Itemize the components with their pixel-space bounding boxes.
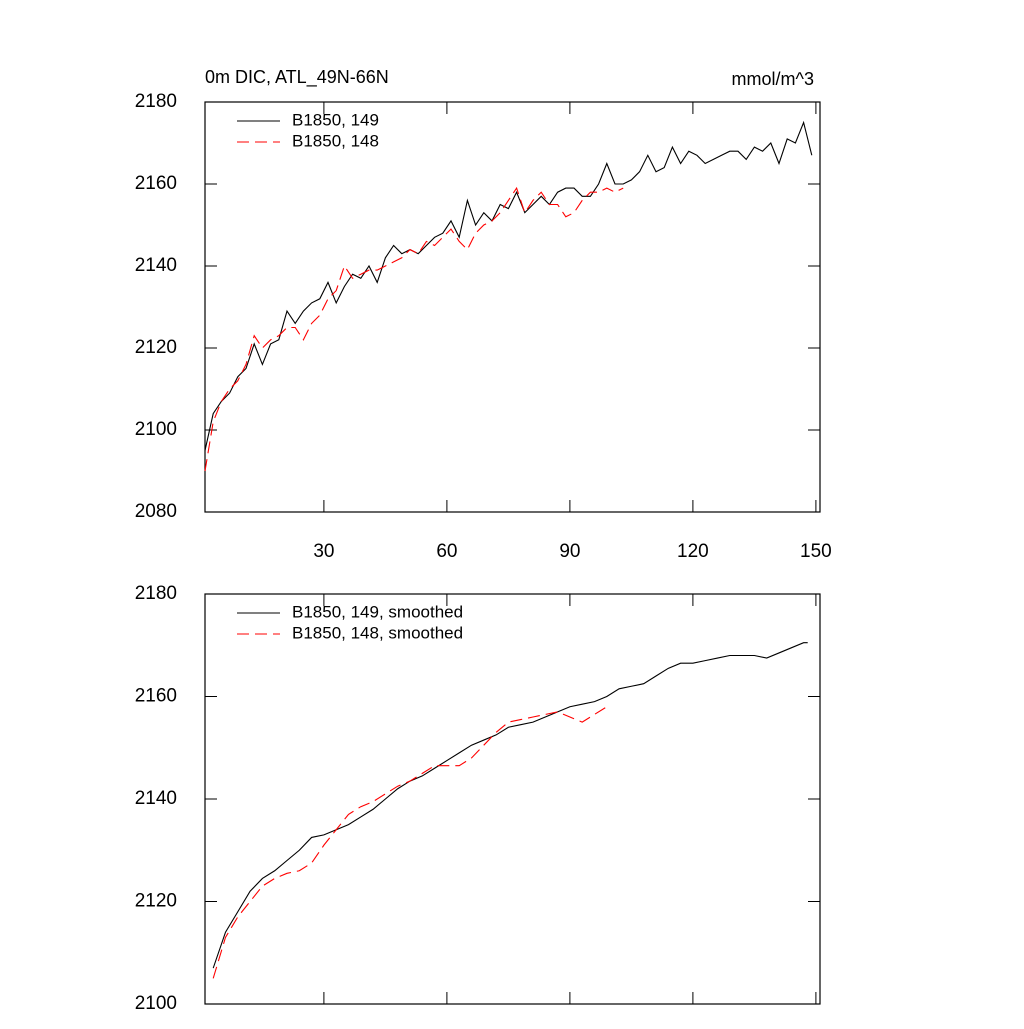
y-tick-label: 2080 [135,501,177,522]
y-tick-label: 2160 [135,686,177,707]
plot-frame [204,101,821,513]
legend-label: B1850, 149 [292,110,379,129]
x-tick-label: 30 [313,541,334,562]
x-tick-label: 60 [436,541,457,562]
y-tick-label: 2160 [135,173,177,194]
y-tick-label: 2140 [135,788,177,809]
units-label: mmol/m^3 [732,69,814,89]
y-tick-label: 2100 [135,419,177,440]
y-tick-label: 2120 [135,891,177,912]
y-tick-label: 2180 [135,91,177,112]
data-line [212,706,611,979]
y-tick-label: 2100 [135,993,177,1014]
x-tick-label: 150 [800,541,832,562]
x-tick-label: 90 [559,541,580,562]
y-tick-label: 2180 [135,583,177,604]
data-line [212,642,808,969]
data-line [204,186,624,472]
y-tick-label: 2120 [135,337,177,358]
legend-label: B1850, 148 [292,131,379,150]
legend-label: B1850, 149, smoothed [292,602,463,621]
y-tick-label: 2140 [135,255,177,276]
x-tick-label: 120 [677,541,709,562]
data-line [204,120,813,451]
chart-title: 0m DIC, ATL_49N-66N [205,67,389,88]
legend-label: B1850, 148, smoothed [292,623,463,642]
